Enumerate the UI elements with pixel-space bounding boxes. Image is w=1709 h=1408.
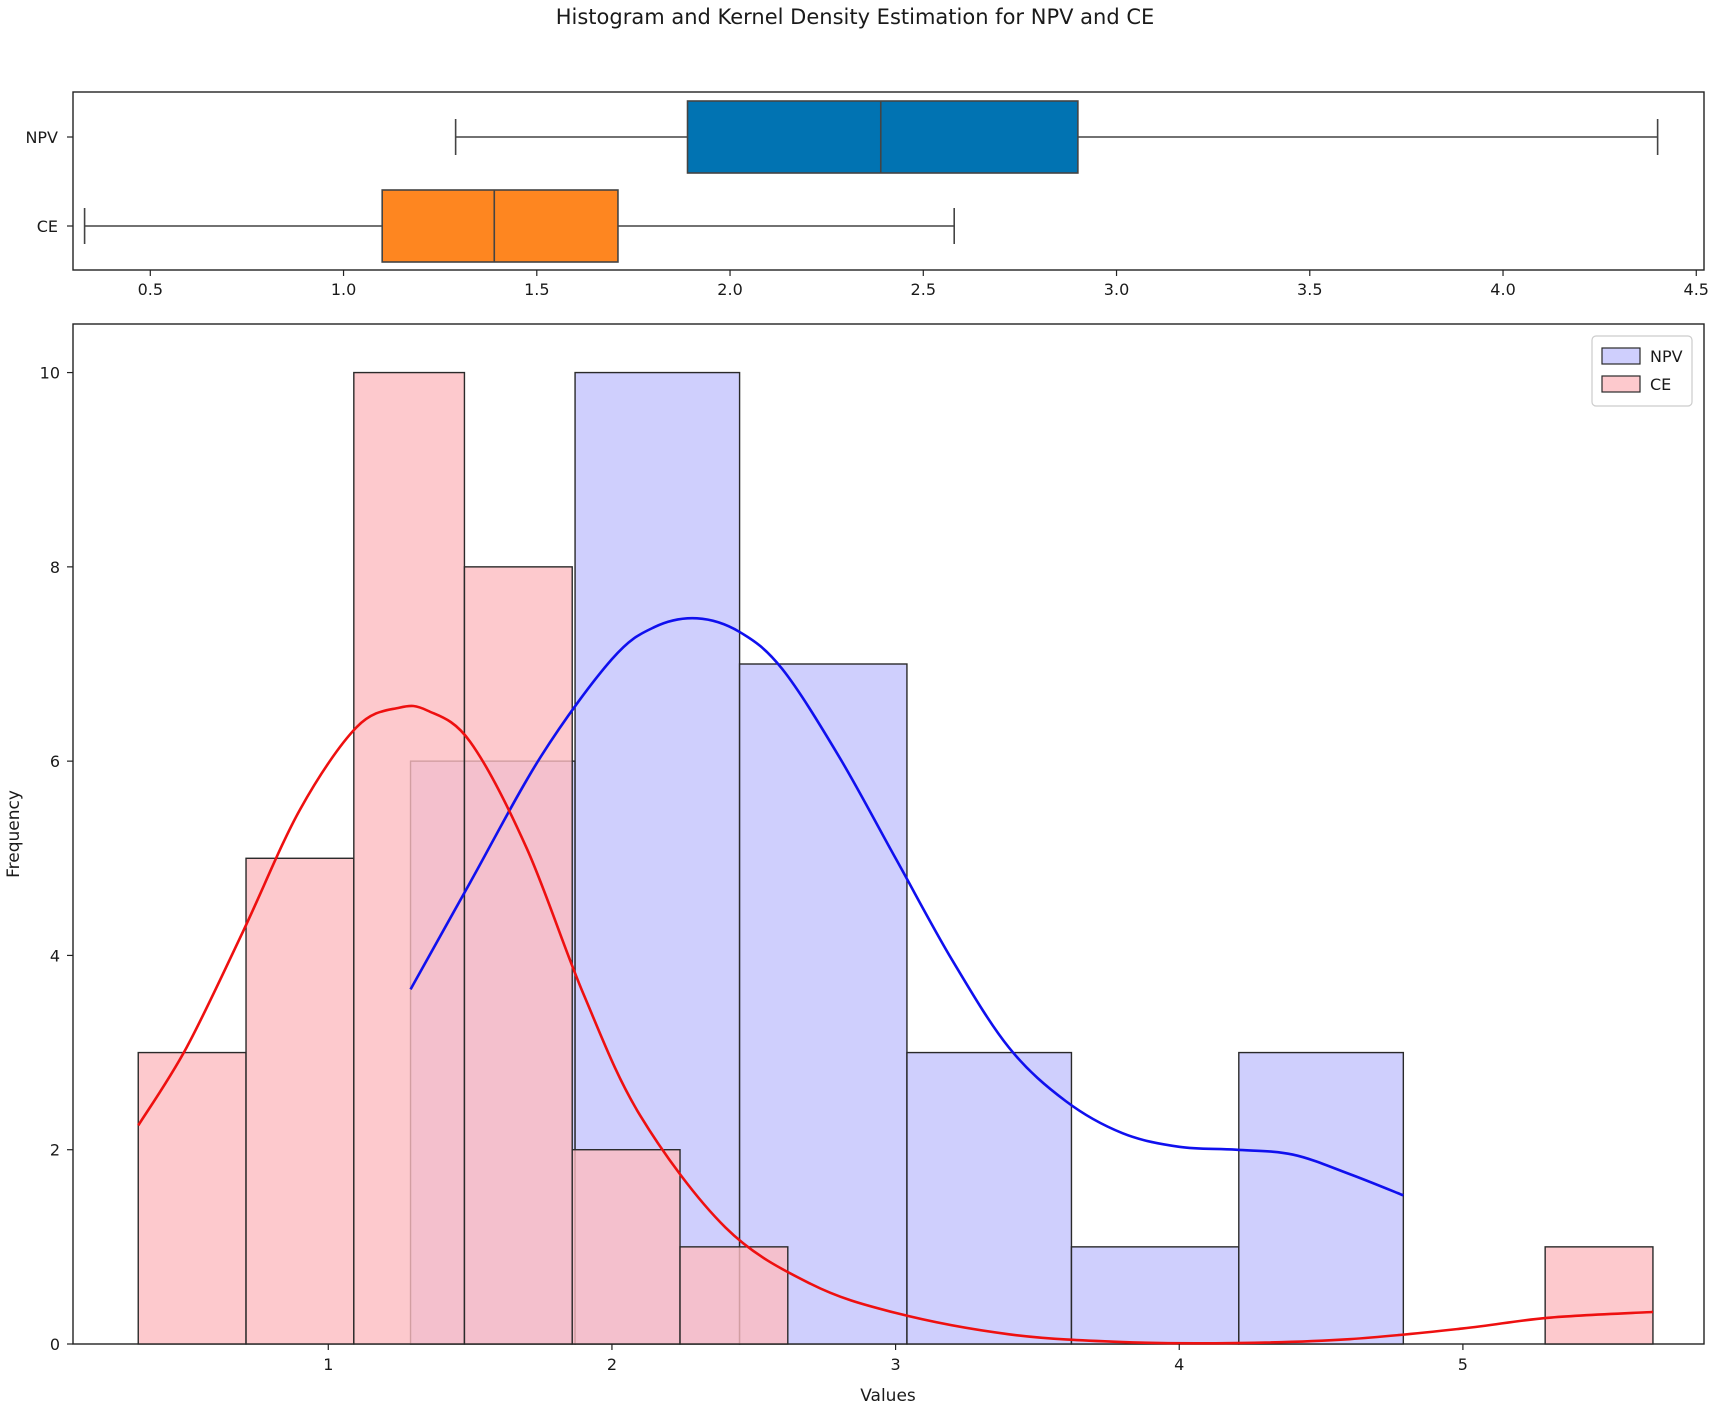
boxplot-x-tick-label: 2.5 (911, 280, 936, 299)
boxplot-x-tick-label: 4.5 (1684, 280, 1709, 299)
legend-swatch (1601, 375, 1641, 393)
x-tick-label: 3 (890, 1355, 900, 1374)
boxplot-x-axis: 0.5 1.0 1.5 2.0 2.5 3.0 3.5 4.0 4.5 (138, 270, 1709, 299)
histogram-series-ce (137, 371, 1654, 1345)
figure-title: Histogram and Kernel Density Estimation … (556, 5, 1155, 29)
boxplot-category-label: CE (37, 217, 58, 236)
kde-curves (137, 616, 1654, 1345)
histogram-bar (137, 1051, 247, 1345)
boxplot-panel: 0.5 1.0 1.5 2.0 2.5 3.0 3.5 4.0 4.5 NPV CE (25, 91, 1709, 299)
histogram-bar (1070, 1246, 1240, 1345)
histogram-bar (571, 1149, 681, 1345)
boxplot-marks (83, 100, 1659, 263)
x-tick-label: 2 (607, 1355, 617, 1374)
legend-swatch (1601, 347, 1641, 365)
histogram-bar (738, 663, 908, 1345)
histogram-bar (1544, 1246, 1654, 1345)
histogram-bar (1238, 1051, 1405, 1345)
histogram-bar (906, 1051, 1073, 1345)
legend-label: NPV (1650, 347, 1683, 366)
boxplot-x-tick-label: 1.0 (331, 280, 356, 299)
boxplot-x-tick-label: 0.5 (138, 280, 163, 299)
legend-entry-ce: CE (1601, 375, 1671, 394)
y-tick-label: 10 (40, 364, 60, 383)
histogram-panel: 1 2 3 4 5 0 2 4 6 8 10 Values Frequency NPV CE (4, 323, 1705, 1406)
x-tick-label: 4 (1174, 1355, 1184, 1374)
legend-label: CE (1650, 375, 1671, 394)
boxplot-category-label: NPV (25, 128, 58, 147)
histogram-y-axis: 0 2 4 6 8 10 (40, 364, 73, 1354)
kde-curve-npv (409, 616, 1404, 1197)
histogram-bar (353, 371, 466, 1345)
histogram-x-axis: 1 2 3 4 5 (323, 1344, 1468, 1374)
histogram-bar (245, 857, 355, 1345)
x-axis-label: Values (860, 1386, 916, 1406)
y-tick-label: 0 (50, 1335, 60, 1354)
y-tick-label: 2 (50, 1141, 60, 1160)
x-tick-label: 1 (323, 1355, 333, 1374)
boxplot-x-tick-label: 3.0 (1104, 280, 1129, 299)
histogram-bar (679, 1246, 789, 1345)
boxplot-x-tick-label: 3.5 (1297, 280, 1322, 299)
iqr-box (381, 189, 619, 263)
histogram-bars (137, 371, 1654, 1345)
boxplot-x-tick-label: 4.0 (1490, 280, 1515, 299)
boxplot-x-tick-label: 2.0 (717, 280, 742, 299)
kde-curve-ce (137, 704, 1654, 1345)
boxplot-x-tick-label: 1.5 (524, 280, 549, 299)
boxplot-ce (83, 189, 956, 263)
boxplot-y-axis: NPV CE (25, 128, 73, 236)
x-tick-label: 5 (1458, 1355, 1468, 1374)
boxplot-npv (454, 100, 1659, 174)
y-tick-label: 4 (50, 946, 60, 965)
y-tick-label: 8 (50, 558, 60, 577)
iqr-box (686, 100, 1079, 174)
legend: NPV CE (1591, 335, 1693, 407)
y-axis-label: Frequency (4, 790, 24, 878)
histogram-bar (463, 566, 573, 1345)
y-tick-label: 6 (50, 752, 60, 771)
legend-entry-npv: NPV (1601, 347, 1683, 366)
